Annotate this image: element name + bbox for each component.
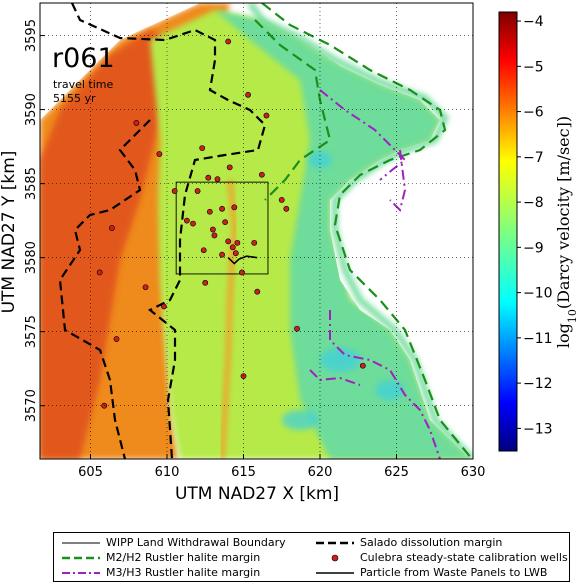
black-solid-swatch — [316, 572, 354, 574]
well-marker — [183, 217, 190, 224]
well-marker — [133, 120, 140, 126]
y-tick-label: 3595 — [24, 19, 39, 52]
y-tick-label: 3570 — [24, 389, 39, 422]
run-title: r061 — [52, 43, 115, 74]
colorbar-tick-label: −7 — [523, 150, 544, 166]
well-marker — [226, 164, 233, 171]
thin-line-swatch — [62, 542, 100, 544]
colorbar-tick-label: −5 — [523, 59, 544, 75]
colorbar-tick-label: −10 — [523, 286, 553, 302]
legend-item-particle: Particle from Waste Panels to LWB — [316, 566, 547, 580]
well-marker — [211, 232, 218, 239]
colorbar-tick-label: −12 — [523, 376, 553, 392]
well-marker — [294, 325, 300, 332]
well-marker — [209, 226, 216, 233]
colorbar-tick-label: −6 — [523, 105, 544, 121]
well-marker — [222, 219, 229, 226]
well-marker — [263, 112, 270, 119]
well-marker — [234, 239, 241, 246]
well-marker — [214, 176, 221, 183]
well-marker — [283, 205, 290, 212]
well-marker — [232, 250, 239, 257]
well-marker — [239, 269, 245, 276]
well-marker — [113, 336, 120, 342]
well-marker — [225, 238, 232, 245]
well-marker — [254, 288, 261, 295]
x-tick-label: 605 — [78, 465, 103, 480]
y-tick-label: 3575 — [24, 315, 39, 348]
x-tick-label: 620 — [308, 465, 333, 480]
well-marker — [251, 239, 258, 246]
x-tick-label: 615 — [231, 465, 256, 480]
legend: WIPP Land Withdrawal Boundary Salado dis… — [53, 532, 570, 582]
colorbar-tick-label: −11 — [523, 331, 553, 347]
y-tick-label: 3590 — [24, 93, 39, 126]
well-marker — [199, 145, 206, 151]
well-marker — [200, 247, 207, 254]
well-marker — [109, 225, 115, 231]
well-marker-swatch — [331, 554, 339, 562]
green-dashed-swatch — [62, 556, 100, 560]
heatmap-field — [40, 3, 473, 459]
grid-lines — [40, 3, 473, 459]
travel-time-value: 5155 yr — [53, 92, 96, 105]
colorbar-tick-label: −4 — [523, 14, 544, 30]
y-tick-label: 3585 — [24, 167, 39, 200]
calibration-wells — [96, 38, 366, 409]
well-marker — [219, 205, 225, 212]
colorbar-ticks: −4 −5 −6 −7 −8 −9 −10 −11 −12 −13 — [517, 14, 553, 437]
salado-margin-line — [71, 3, 267, 459]
plot-frame — [39, 2, 474, 460]
well-marker — [205, 174, 212, 181]
y-axis-ticks: 3570 3575 3580 3585 3590 3595 — [24, 19, 45, 422]
colorbar — [498, 11, 518, 452]
well-marker — [231, 204, 238, 211]
travel-time-label: travel time — [53, 78, 113, 91]
legend-item-salado: Salado dissolution margin — [316, 536, 502, 550]
well-marker — [206, 208, 213, 215]
colorbar-tick-label: −13 — [523, 421, 553, 437]
x-tick-label: 625 — [384, 465, 409, 480]
well-marker — [359, 362, 366, 369]
well-marker — [278, 197, 285, 203]
x-tick-label: 610 — [155, 465, 180, 480]
well-marker — [240, 373, 247, 379]
well-marker — [219, 251, 225, 258]
y-axis-label: UTM NAD27 Y [km] — [0, 151, 19, 314]
m3h3-margin-line — [319, 89, 407, 181]
legend-item-m3h3: M3/H3 Rustler halite margin — [62, 566, 260, 580]
well-marker — [194, 188, 201, 194]
colorbar-label: log10(Darcy velocity [m/sec]) — [554, 116, 579, 348]
well-marker — [142, 284, 149, 291]
legend-item-m2h2: M2/H2 Rustler halite margin — [62, 551, 260, 565]
well-marker — [258, 171, 265, 178]
wipp-boundary-box — [175, 181, 269, 275]
y-tick-label: 3580 — [24, 241, 39, 274]
colorbar-tick-label: −8 — [523, 195, 544, 211]
purple-dashdot-swatch — [62, 572, 100, 574]
well-marker — [245, 91, 251, 98]
x-tick-label: 630 — [461, 465, 486, 480]
m2h2-margin-line — [261, 3, 473, 459]
legend-item-wells: Culebra steady-state calibration wells — [316, 551, 568, 565]
legend-item-wipp: WIPP Land Withdrawal Boundary — [62, 536, 286, 550]
particle-path-line — [227, 255, 258, 265]
x-axis-ticks: 605 610 615 620 625 630 — [78, 454, 485, 480]
x-axis-label: UTM NAD27 X [km] — [175, 484, 339, 504]
well-marker — [161, 303, 167, 310]
black-dashed-swatch — [316, 541, 354, 545]
well-marker — [96, 269, 103, 276]
well-marker — [225, 38, 232, 45]
well-marker — [156, 151, 163, 157]
well-marker — [229, 244, 236, 251]
wipp-boundary-rect — [175, 181, 269, 275]
colorbar-tick-label: −9 — [523, 240, 544, 256]
particle-path-polyline — [227, 255, 258, 265]
well-marker — [190, 220, 196, 227]
well-marker — [171, 188, 178, 194]
well-marker — [202, 279, 209, 286]
